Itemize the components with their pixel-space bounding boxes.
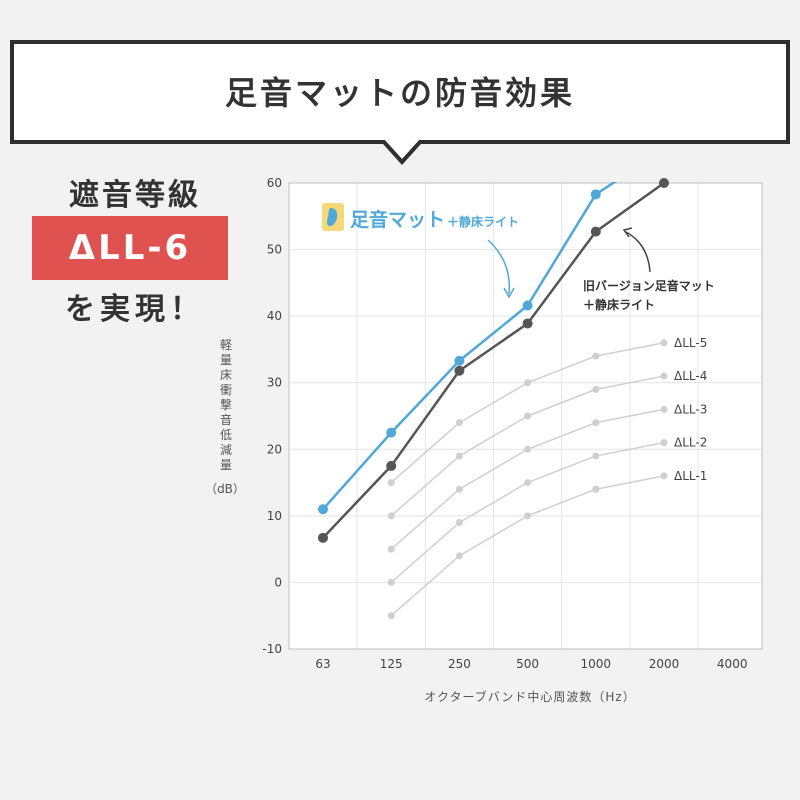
y-tick-label: 50 bbox=[267, 243, 282, 257]
data-point bbox=[455, 552, 463, 560]
x-tick-label: 125 bbox=[380, 657, 403, 671]
series-label: ΔLL-4 bbox=[674, 369, 707, 383]
data-point bbox=[454, 355, 465, 366]
speech-bubble bbox=[10, 40, 790, 165]
series-label: ΔLL-5 bbox=[674, 336, 707, 350]
old-mat-label: 旧バージョン足音マット bbox=[583, 278, 715, 293]
data-point bbox=[659, 178, 669, 188]
data-point bbox=[387, 545, 395, 553]
data-point bbox=[455, 452, 463, 460]
series-label: ΔLL-3 bbox=[674, 402, 707, 416]
data-point bbox=[386, 427, 397, 438]
y-tick-label: 0 bbox=[274, 575, 282, 589]
x-tick-label: 1000 bbox=[581, 657, 612, 671]
data-point bbox=[386, 460, 397, 471]
data-point bbox=[590, 189, 601, 200]
x-tick-label: 500 bbox=[516, 657, 539, 671]
y-axis-unit: （dB） bbox=[205, 482, 245, 496]
series-line bbox=[322, 182, 665, 539]
data-point bbox=[455, 485, 463, 493]
y-tick-label: 40 bbox=[267, 309, 282, 323]
pointer-arrow bbox=[487, 239, 511, 295]
grade-heading: 遮音等級 bbox=[69, 178, 201, 213]
data-point bbox=[592, 385, 600, 393]
data-point bbox=[524, 512, 532, 520]
data-point bbox=[524, 379, 532, 387]
x-tick-label: 4000 bbox=[717, 657, 748, 671]
pointer-arrow bbox=[625, 231, 651, 273]
arrow-head bbox=[622, 227, 633, 238]
data-point bbox=[318, 504, 328, 515]
data-point bbox=[592, 452, 600, 460]
data-point bbox=[592, 352, 600, 360]
grade-value: ΔLL-6 bbox=[68, 228, 192, 268]
y-axis-label: 軽量床衝撃音低減量 bbox=[219, 338, 232, 472]
data-point bbox=[454, 365, 465, 376]
data-point bbox=[592, 419, 600, 427]
data-point bbox=[660, 439, 668, 447]
y-tick-label: 60 bbox=[267, 176, 282, 190]
y-tick-label: -10 bbox=[262, 642, 282, 656]
data-point bbox=[660, 405, 668, 413]
arrow-head bbox=[503, 287, 515, 299]
old-mat-sublabel: ＋静床ライト bbox=[583, 297, 655, 312]
data-point bbox=[455, 519, 463, 527]
data-point bbox=[524, 445, 532, 453]
grade-badge: ΔLL-6 bbox=[32, 216, 228, 280]
data-point bbox=[660, 472, 668, 480]
data-point bbox=[524, 412, 532, 420]
series-label: ΔLL-2 bbox=[674, 436, 707, 450]
x-tick-label: 250 bbox=[448, 657, 471, 671]
data-point bbox=[660, 339, 668, 347]
data-point bbox=[387, 578, 395, 586]
series-label: ΔLL-1 bbox=[674, 469, 707, 483]
x-tick-label: 63 bbox=[315, 657, 330, 671]
data-point bbox=[590, 226, 601, 237]
y-tick-label: 10 bbox=[267, 509, 282, 523]
page-title: 足音マットの防音効果 bbox=[224, 74, 575, 112]
data-point bbox=[387, 479, 395, 487]
grade-caption: を実現！ bbox=[65, 292, 205, 327]
new-mat-label: 足音マット bbox=[350, 208, 445, 231]
data-point bbox=[592, 485, 600, 493]
data-point bbox=[522, 318, 533, 329]
x-tick-label: 2000 bbox=[649, 657, 680, 671]
x-axis-label: オクターブバンド中心周波数（Hz） bbox=[424, 690, 636, 704]
data-point bbox=[387, 512, 395, 520]
data-point bbox=[660, 372, 668, 380]
y-tick-label: 30 bbox=[267, 376, 282, 390]
data-point bbox=[318, 532, 328, 543]
series-line bbox=[322, 182, 617, 511]
data-point bbox=[455, 419, 463, 427]
data-point bbox=[522, 300, 533, 311]
y-tick-label: 20 bbox=[267, 442, 282, 456]
data-point bbox=[524, 479, 532, 487]
data-point bbox=[387, 612, 395, 620]
new-mat-sublabel: ＋静床ライト bbox=[447, 214, 519, 229]
footprint-icon bbox=[327, 208, 338, 227]
